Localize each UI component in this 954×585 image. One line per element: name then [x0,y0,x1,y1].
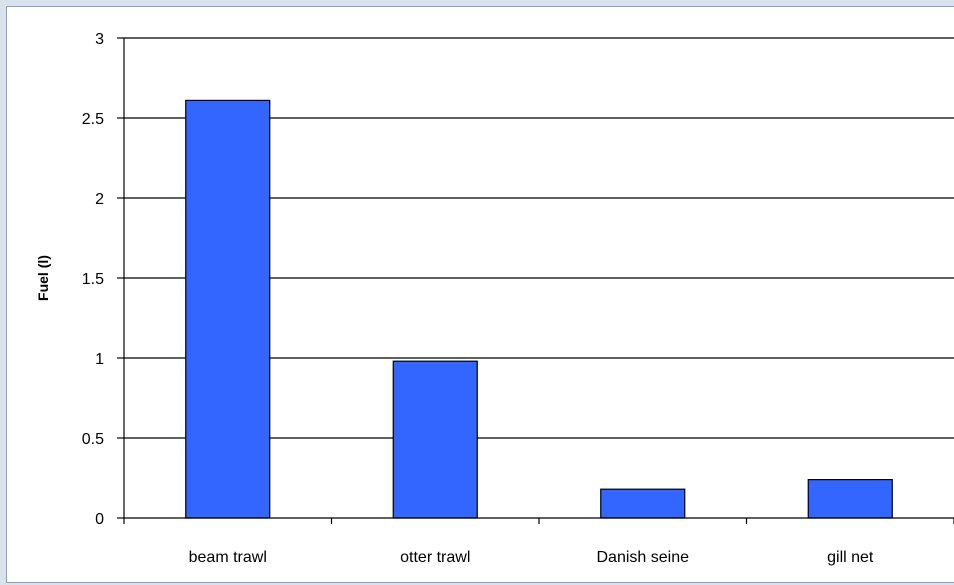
y-tick-label: 2.5 [82,111,104,128]
y-ticks: 0 0.5 1 1.5 2 2.5 3 [82,31,124,528]
chart-panel [6,6,954,583]
bars [185,99,893,519]
bar [392,360,478,519]
bar [600,488,686,519]
y-tick-label: 0.5 [82,431,104,448]
x-tick-label: Danish seine [597,549,690,566]
x-tick-label: otter trawl [400,549,470,566]
y-axis-label: Fuel (l) [35,255,51,301]
x-ticks: beam trawl otter trawl Danish seine gill ne… [123,518,954,566]
y-tick-label: 1 [95,351,104,368]
x-tick-label: gill net [827,549,874,566]
y-tick-label: 2 [95,191,104,208]
x-tick-label: beam trawl [189,549,267,566]
bar [185,99,271,519]
y-tick-label: 0 [95,511,104,528]
y-tick-label: 1.5 [82,271,104,288]
bar [807,479,893,519]
y-tick-label: 3 [95,31,104,48]
